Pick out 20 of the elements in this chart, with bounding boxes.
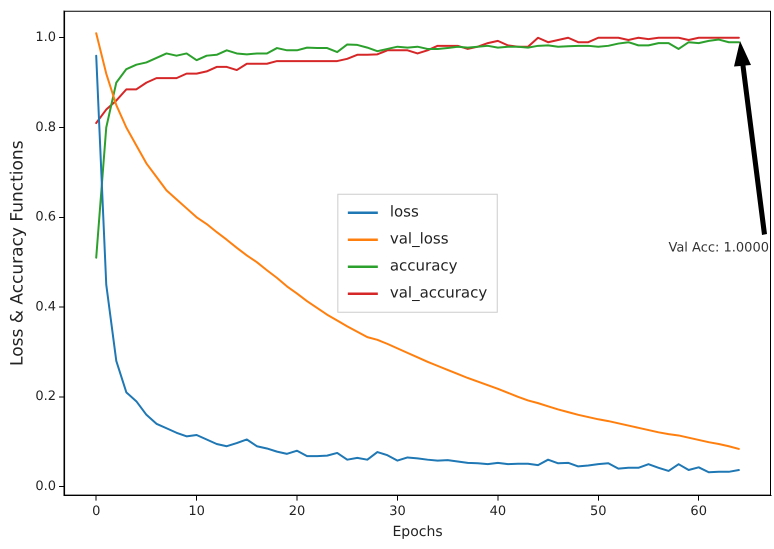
x-tick-label: 30: [389, 504, 406, 519]
y-tick-label: 0.4: [35, 299, 56, 314]
x-tick-label: 60: [690, 504, 707, 519]
x-axis-title: Epochs: [392, 524, 443, 540]
annotation: Val Acc: 1.0000: [668, 240, 769, 256]
x-tick-label: 50: [590, 504, 607, 519]
y-tick-label: 0.8: [35, 120, 56, 135]
legend-label: val_accuracy: [390, 284, 488, 302]
legend-label: loss: [390, 202, 419, 221]
y-tick-label: 0.0: [35, 478, 56, 494]
x-tick-label: 10: [188, 504, 205, 519]
x-tick-label: 20: [288, 504, 306, 519]
legend-label: accuracy: [390, 256, 458, 275]
x-tick-label: 40: [490, 504, 506, 519]
y-tick-label: 0.2: [35, 389, 56, 404]
y-tick-label: 0.6: [35, 210, 56, 225]
legend-label: val_loss: [390, 230, 449, 248]
x-tick-label: 0: [92, 504, 100, 519]
y-tick-label: 1.0: [35, 30, 56, 46]
y-axis-title: Loss & Accuracy Functions: [8, 140, 28, 366]
